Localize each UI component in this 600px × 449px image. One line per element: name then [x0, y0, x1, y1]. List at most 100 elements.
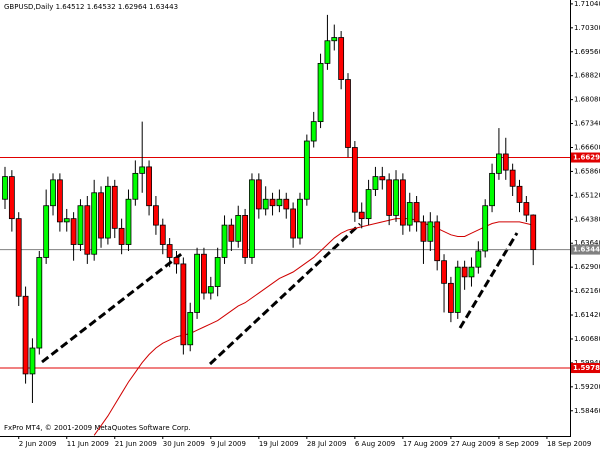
chart-title: GBPUSD,Daily 1.64512 1.64532 1.62964 1.6… — [4, 3, 178, 11]
candle-body — [43, 205, 50, 258]
candle-body — [159, 224, 166, 245]
candle-body — [91, 192, 98, 255]
y-tick-label: 1.70300 — [574, 24, 600, 32]
y-tick-label: 1.65860 — [574, 167, 600, 175]
trendline — [208, 222, 362, 366]
candle-body — [468, 266, 475, 278]
candle-body — [249, 179, 255, 258]
candle-body — [454, 266, 461, 313]
candle-body — [420, 221, 427, 242]
candle-body — [118, 227, 125, 245]
candle-body — [393, 179, 399, 216]
x-tick-label: 28 Jul 2009 — [307, 440, 347, 448]
candle-body — [22, 295, 29, 375]
candle-body — [351, 147, 358, 213]
candle-body — [153, 205, 159, 226]
y-tick-label: 1.68820 — [574, 72, 600, 80]
y-tick-label: 1.69560 — [574, 48, 600, 56]
candle-body — [297, 198, 303, 239]
x-tick-label: 11 Jun 2009 — [67, 440, 109, 448]
candle-body — [228, 224, 235, 242]
plot-area — [0, 14, 570, 436]
candle-body — [255, 179, 262, 210]
x-tick-label: 6 Aug 2009 — [355, 440, 395, 448]
x-tick-label: 18 Sep 2009 — [547, 440, 591, 448]
candle-body — [207, 286, 214, 294]
y-tick-label: 1.64380 — [574, 215, 600, 223]
candle-body — [496, 153, 502, 174]
y-tick-label: 1.60680 — [574, 335, 600, 343]
x-tick-label: 21 Jun 2009 — [115, 440, 157, 448]
y-tick-label: 1.67340 — [574, 120, 600, 128]
trendline — [458, 232, 519, 329]
candle-body — [56, 179, 63, 223]
candle-body — [132, 172, 139, 200]
candle-body — [2, 176, 8, 200]
moving-average — [93, 218, 534, 436]
level-box — [571, 363, 600, 374]
candle-body — [386, 179, 393, 216]
candle-body — [447, 282, 454, 313]
candle-body — [50, 179, 56, 207]
x-tick-label: 2 Jun 2009 — [19, 440, 57, 448]
candle-body — [214, 257, 221, 287]
candle-body — [187, 312, 194, 346]
candle-body — [502, 153, 509, 171]
candle-body — [482, 205, 489, 252]
candle-body — [345, 79, 351, 148]
candle-body — [331, 37, 338, 42]
y-tick-label: 1.65120 — [574, 191, 600, 199]
candle-body — [269, 198, 276, 207]
candle-body — [338, 37, 345, 80]
candle-body — [180, 263, 187, 346]
candle-body — [29, 347, 36, 375]
candle-body — [475, 250, 482, 268]
candle-body — [70, 218, 77, 245]
x-tick-label: 9 Jul 2009 — [211, 440, 246, 448]
candle-body — [146, 166, 152, 207]
y-tick-label: 1.58460 — [574, 407, 600, 415]
candle-body — [290, 208, 297, 239]
candle-body — [365, 189, 372, 220]
level-label: 1.66290 — [573, 154, 600, 162]
candle-body — [139, 166, 146, 174]
y-tick-label: 1.68080 — [574, 96, 600, 104]
x-tick-label: 17 Aug 2009 — [403, 440, 448, 448]
y-tick-label: 1.66600 — [574, 143, 600, 151]
candle-body — [379, 176, 386, 181]
candle-body — [15, 218, 22, 297]
candle-body — [235, 215, 242, 242]
x-tick-label: 8 Sep 2009 — [499, 440, 539, 448]
candle-body — [125, 198, 132, 245]
candle-body — [523, 202, 530, 216]
candle-body — [276, 198, 283, 207]
candle-body — [63, 218, 70, 223]
candle-body — [516, 185, 523, 203]
y-tick-label: 1.59200 — [574, 383, 600, 391]
candle-body — [406, 202, 413, 226]
candle-body — [413, 202, 420, 223]
trendlines — [41, 222, 519, 366]
y-tick-label: 1.62160 — [574, 287, 600, 295]
trendline — [41, 250, 185, 364]
candle-body — [84, 205, 91, 255]
level-label: 1.63443 — [573, 246, 600, 254]
candle-body — [98, 192, 104, 239]
candle-body — [317, 62, 324, 123]
level-box — [571, 244, 600, 255]
x-tick-label: 30 Jun 2009 — [163, 440, 205, 448]
candle-body — [8, 176, 15, 220]
candle-body — [434, 221, 441, 262]
candle-body — [194, 253, 200, 313]
candle-body — [399, 179, 406, 226]
candle-body — [461, 266, 468, 278]
candle-body — [303, 140, 310, 200]
candle-body — [166, 244, 173, 258]
candle-body — [509, 169, 516, 187]
y-tick-label: 1.61420 — [574, 311, 600, 319]
candle-body — [36, 257, 43, 349]
candle-body — [221, 224, 228, 258]
y-tick-label: 1.59940 — [574, 359, 600, 367]
